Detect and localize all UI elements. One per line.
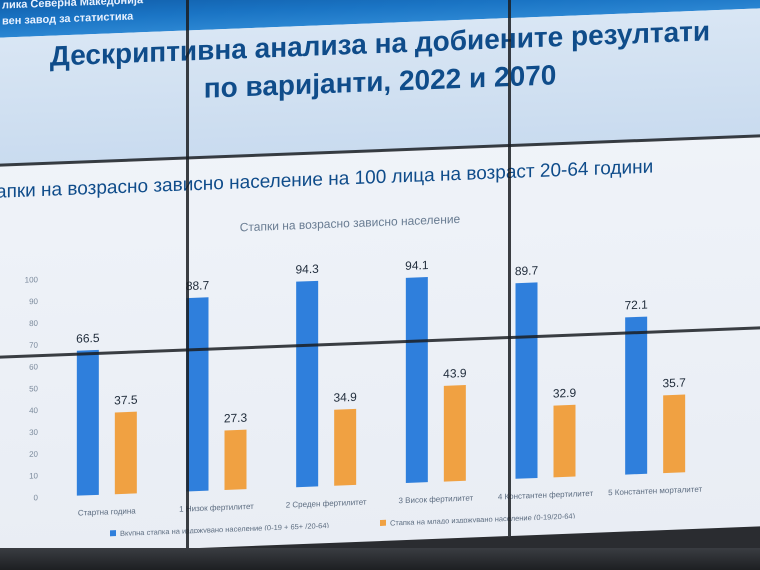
y-tick-label: 60 [29,362,38,371]
data-label: 27.3 [224,411,248,426]
bar-young [334,408,357,486]
bar-young [224,429,247,490]
x-tick-label: 5 Константен морталитет [608,485,702,498]
data-label: 37.5 [114,393,138,408]
legend-entry: Стапка на младо издржувано население (0-… [390,512,576,528]
data-label: 72.1 [624,298,648,313]
data-label: 32.9 [553,386,577,401]
data-label: 66.5 [76,331,100,346]
legend-entry: Вкупна стапка на издржувано население (0… [120,521,330,538]
y-tick-label: 20 [29,450,38,459]
y-tick-label: 10 [29,471,38,480]
bar-total [76,349,99,496]
video-wall-seam-v1 [186,0,189,549]
y-tick-label: 40 [29,406,38,415]
bar-chart: Стапки на возрасно зависно население 0 10 2… [25,212,703,538]
bar-young [443,385,466,482]
y-tick-label: 70 [29,341,38,350]
bar-total [186,297,209,492]
bar-total [405,277,428,484]
bar-total [296,280,319,488]
legend-swatch [110,530,116,537]
projection-screen: лика Северна Македонија вен завод за ста… [0,0,760,557]
y-tick-label: 50 [29,384,38,393]
data-label: 43.9 [443,366,467,381]
bar-total [515,282,538,479]
bar-young [114,411,137,495]
x-tick-label: 2 Среден фертилитет [286,498,367,510]
data-label: 94.3 [295,262,319,277]
x-tick-label: Стартна година [78,506,136,517]
org-name: лика Северна Македонија вен завод за ста… [2,0,143,30]
screen-bezel [0,548,760,570]
bar-young [663,394,686,474]
y-tick-label: 90 [29,297,38,306]
y-tick-label: 30 [29,428,38,437]
chart-title: Стапки на возрасно зависно население [240,212,461,234]
x-tick-label: 3 Висок фертилитет [398,493,473,505]
data-label: 88.7 [186,278,210,293]
data-label: 89.7 [515,263,539,278]
y-tick-label: 0 [34,493,39,502]
video-wall-seam-v2 [508,0,511,537]
x-tick-label: 4 Константен фертилитет [498,489,594,502]
data-label: 34.9 [333,390,357,405]
y-tick-label: 100 [25,275,39,285]
data-label: 35.7 [662,375,686,390]
y-tick-label: 80 [29,319,38,328]
x-tick-label: 1 Низок фертилитет [179,502,254,514]
legend-swatch [380,519,386,527]
bar-total [625,316,648,475]
bar-young [553,404,576,478]
data-label: 94.1 [405,258,429,273]
